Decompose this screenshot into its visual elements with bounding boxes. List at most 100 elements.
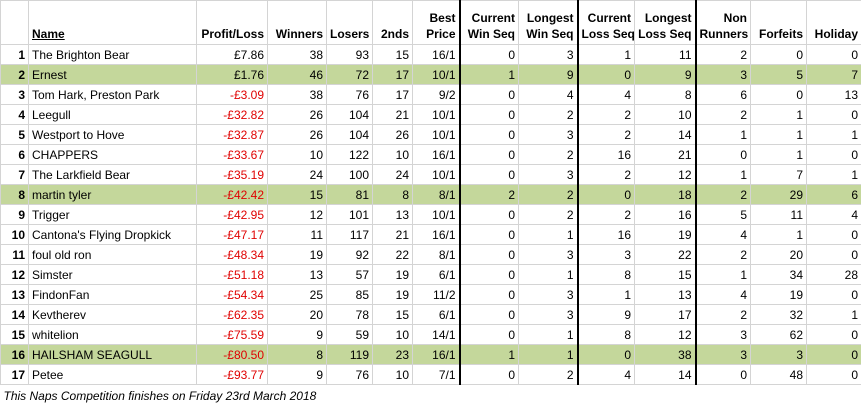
data-cell: 2 [519,145,578,165]
data-cell: 3 [519,45,578,65]
header-line: Losers [330,26,369,42]
data-cell: 16 [578,225,635,245]
rank-cell: 12 [1,265,29,285]
data-cell: 48 [751,365,807,385]
data-cell: -£33.67 [197,145,268,165]
data-cell: 19 [373,265,413,285]
data-cell: 10 [373,325,413,345]
data-cell: 2 [519,365,578,385]
data-cell: 16/1 [413,145,460,165]
rank-cell: 7 [1,165,29,185]
data-cell: 1 [751,225,807,245]
data-cell: 0 [807,245,861,265]
data-cell: 46 [268,65,327,85]
data-cell: 6/1 [413,265,460,285]
data-cell: £1.76 [197,65,268,85]
data-cell: 93 [327,45,373,65]
data-cell: 2 [519,105,578,125]
rank-cell: 11 [1,245,29,265]
data-cell: 76 [327,365,373,385]
data-cell: 0 [578,65,635,85]
data-cell: 15 [373,45,413,65]
data-cell: 1 [519,325,578,345]
data-cell: 0 [460,145,519,165]
data-cell: 16 [635,205,696,225]
data-cell: 16 [578,145,635,165]
data-cell: 0 [696,365,751,385]
data-cell: -£75.59 [197,325,268,345]
data-cell: 17 [635,305,696,325]
data-cell: 4 [578,365,635,385]
data-cell: 2 [696,245,751,265]
column-header: Holiday [807,1,861,45]
data-cell: 12 [635,325,696,345]
header-line: Winners [271,26,323,42]
data-cell: 15 [268,185,327,205]
name-cell: whitelion [29,325,197,345]
data-cell: 12 [268,205,327,225]
data-cell: 104 [327,105,373,125]
header-line: Profit/Loss [200,26,264,42]
data-cell: 0 [751,85,807,105]
data-cell: -£42.95 [197,205,268,225]
data-cell: 3 [519,165,578,185]
data-cell: 11/2 [413,285,460,305]
data-cell: 15 [635,265,696,285]
data-cell: -£48.34 [197,245,268,265]
column-header: Profit/Loss [197,1,268,45]
data-cell: 34 [751,265,807,285]
data-cell: 12 [635,165,696,185]
data-cell: 17 [373,85,413,105]
data-cell: 0 [460,365,519,385]
name-cell: The Brighton Bear [29,45,197,65]
data-cell: 8 [373,185,413,205]
data-cell: 4 [519,85,578,105]
rank-cell: 15 [1,325,29,345]
data-cell: 1 [519,225,578,245]
name-cell: Simster [29,265,197,285]
data-cell: 15 [373,305,413,325]
data-cell: 59 [327,325,373,345]
data-cell: 0 [807,145,861,165]
data-cell: 0 [460,165,519,185]
rank-cell: 8 [1,185,29,205]
data-cell: -£3.09 [197,85,268,105]
data-cell: 10/1 [413,125,460,145]
column-header: Name [29,1,197,45]
data-cell: -£80.50 [197,345,268,365]
data-cell: -£32.82 [197,105,268,125]
data-cell: 14 [635,365,696,385]
data-cell: 3 [696,325,751,345]
footer-note: This Naps Competition finishes on Friday… [1,385,861,407]
data-cell: 22 [373,245,413,265]
data-cell: 0 [460,265,519,285]
data-cell: 25 [268,285,327,305]
data-cell: 1 [519,265,578,285]
data-cell: 0 [807,345,861,365]
data-cell: 10 [268,145,327,165]
data-cell: 26 [268,105,327,125]
data-cell: 10/1 [413,165,460,185]
data-cell: 0 [578,345,635,365]
data-cell: 19 [268,245,327,265]
data-cell: 8/1 [413,245,460,265]
data-cell: 0 [460,125,519,145]
data-cell: 1 [460,65,519,85]
name-cell: Kevtherev [29,305,197,325]
name-cell: Westport to Hove [29,125,197,145]
name-cell: Ernest [29,65,197,85]
data-cell: 100 [327,165,373,185]
data-cell: 0 [460,85,519,105]
name-cell: HAILSHAM SEAGULL [29,345,197,365]
header-line: Name [32,26,193,42]
